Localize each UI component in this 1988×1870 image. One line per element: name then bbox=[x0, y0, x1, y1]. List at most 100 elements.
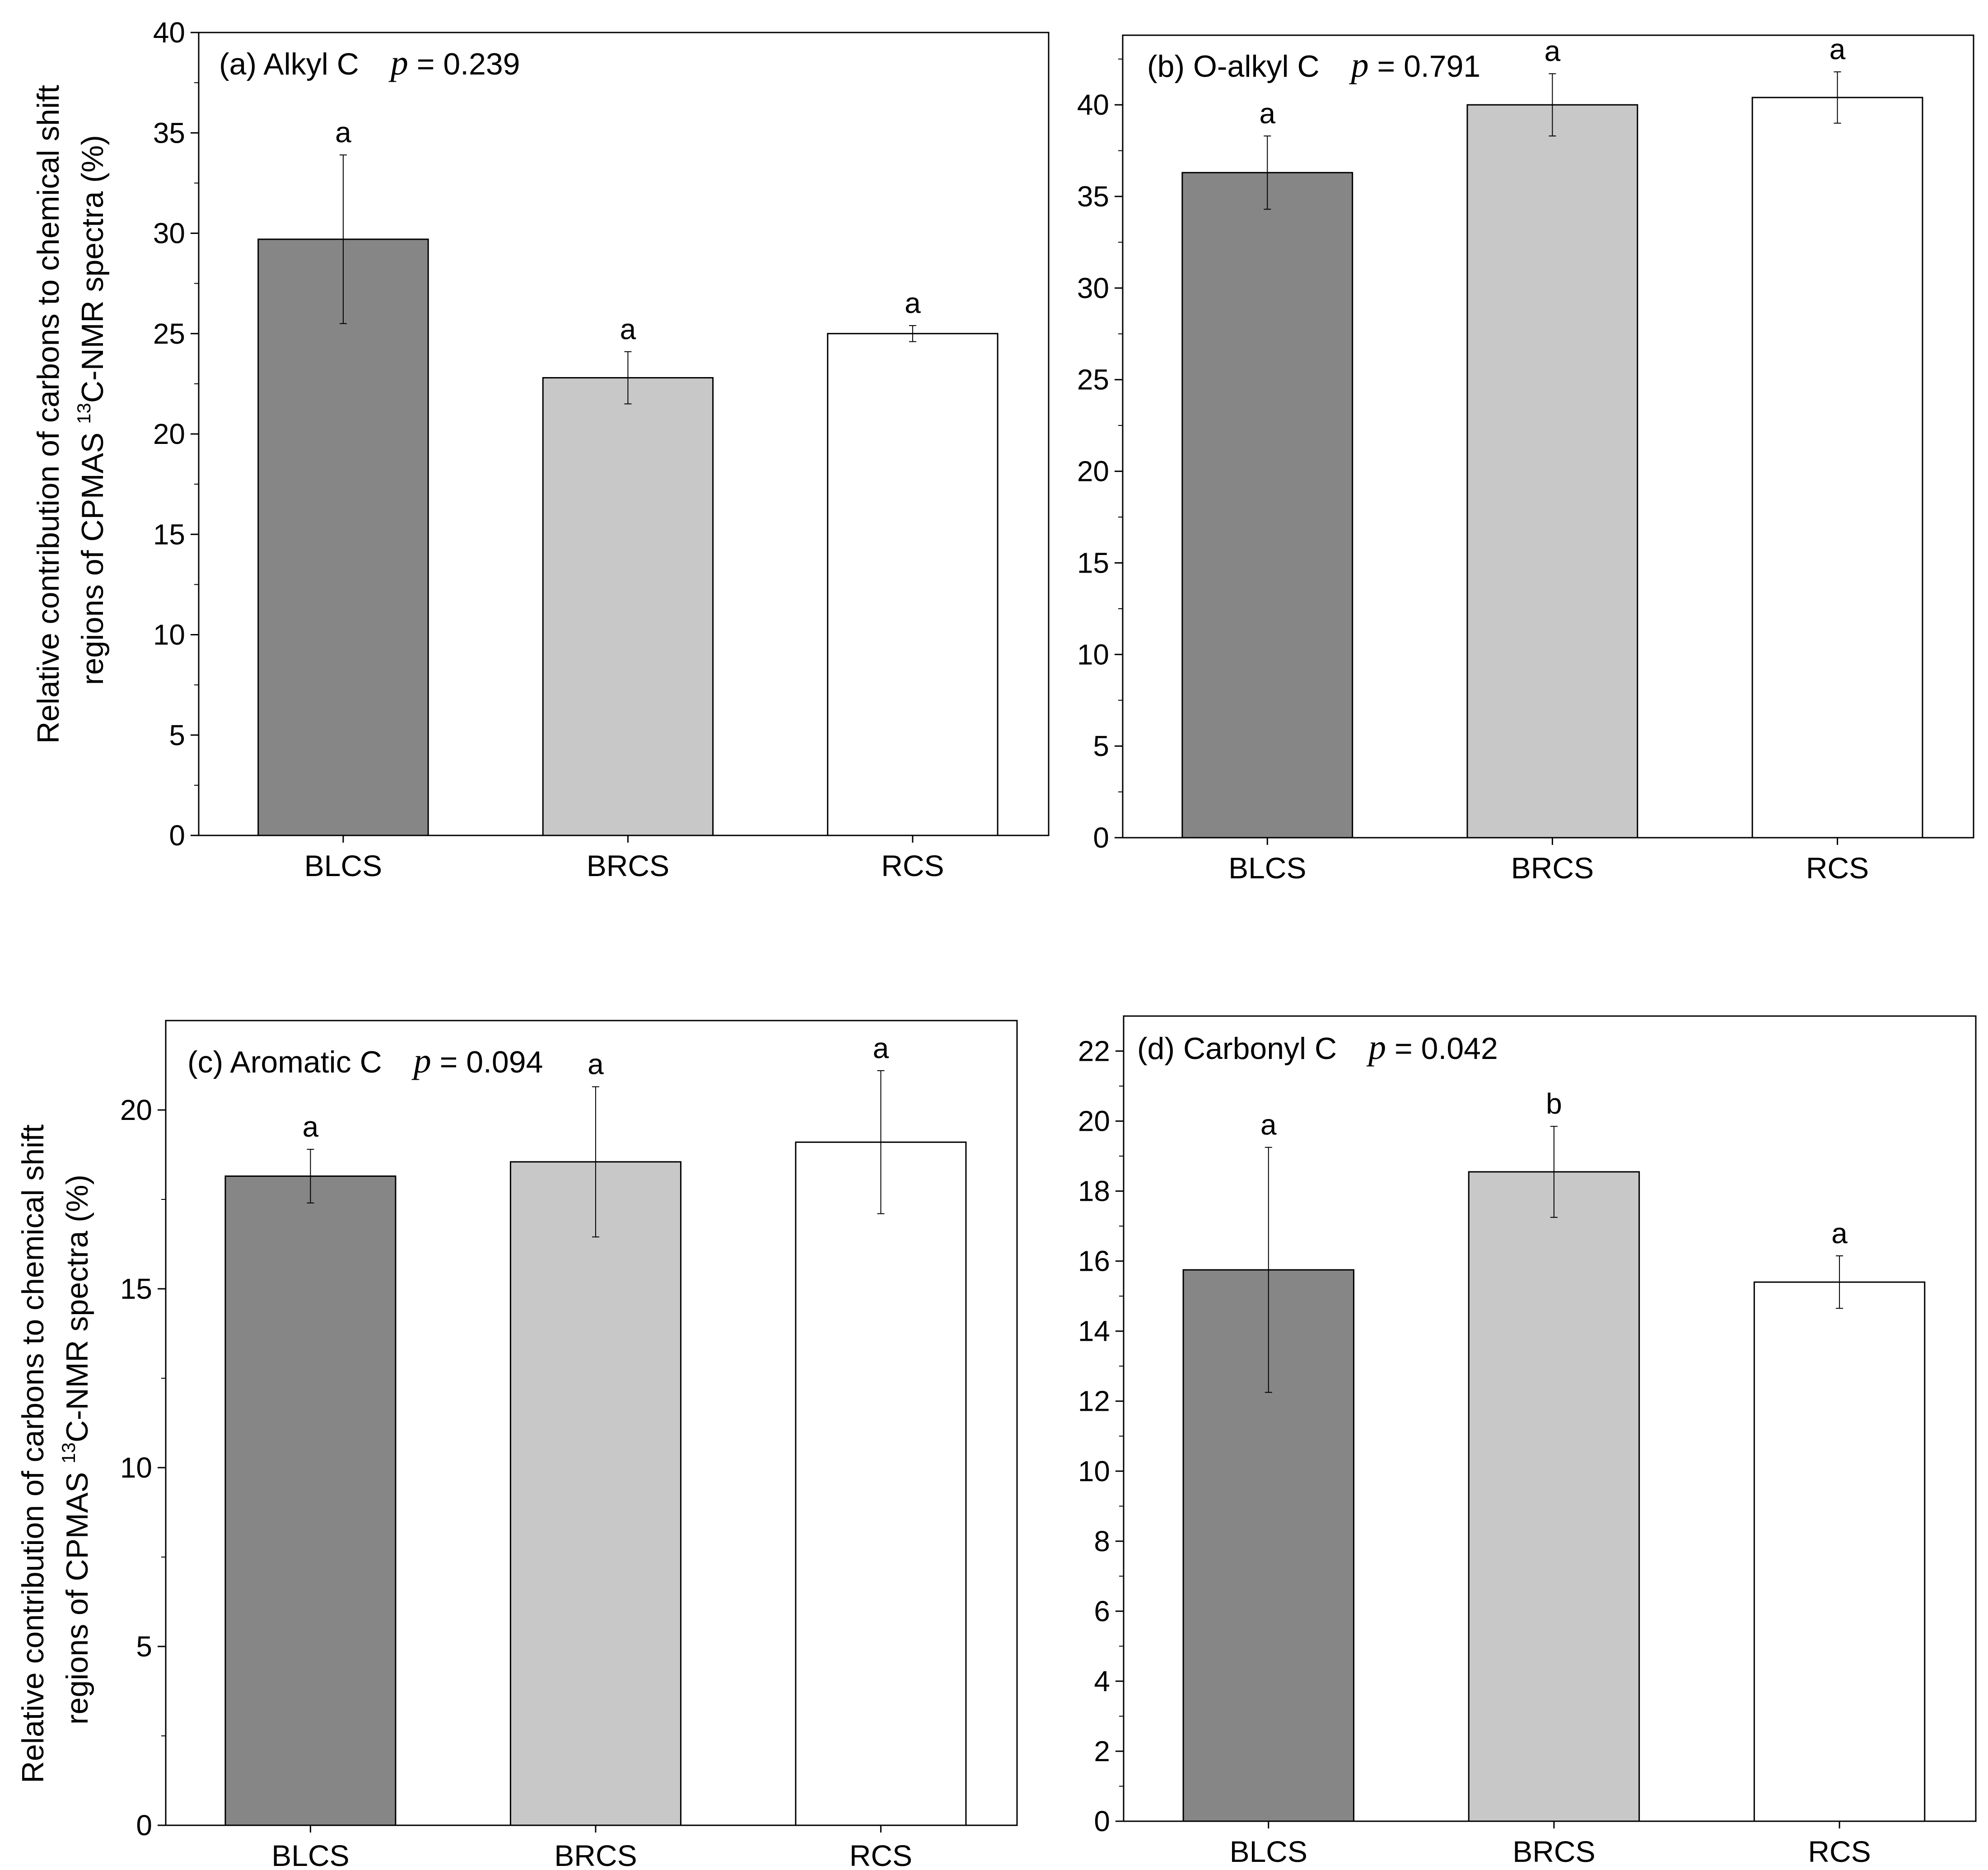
panel-label-d: (d) Carbonyl C bbox=[1137, 1031, 1337, 1066]
significance-letter-a-RCS: a bbox=[905, 287, 921, 319]
p-symbol-c: p bbox=[411, 1041, 431, 1080]
bar-d-RCS bbox=[1753, 1281, 1926, 1822]
y-tick-label-d-16: 16 bbox=[1078, 1245, 1110, 1278]
y-tick-label-d-2: 2 bbox=[1094, 1735, 1110, 1767]
y-tick-label-c-0: 0 bbox=[136, 1809, 152, 1842]
x-tick-label-d-BLCS: BLCS bbox=[1230, 1835, 1307, 1868]
significance-letter-b-BRCS: a bbox=[1545, 35, 1561, 67]
y-tick-label-d-6: 6 bbox=[1094, 1595, 1110, 1628]
ylabel-top-line2-prefix: regions of CPMAS bbox=[75, 424, 110, 685]
bar-b-BRCS bbox=[1466, 104, 1638, 839]
significance-letter-d-RCS: a bbox=[1831, 1217, 1848, 1250]
x-tick-label-c-BLCS: BLCS bbox=[271, 1839, 349, 1870]
significance-letter-a-BRCS: a bbox=[620, 313, 636, 345]
p-symbol-a: p bbox=[388, 43, 408, 82]
panel-label-c: (c) Aromatic C bbox=[187, 1045, 382, 1079]
significance-letter-c-RCS: a bbox=[873, 1032, 889, 1064]
y-tick-label-a-35: 35 bbox=[153, 117, 185, 149]
y-tick-label-b-15: 15 bbox=[1077, 546, 1109, 579]
y-tick-label-a-5: 5 bbox=[169, 719, 185, 751]
y-tick-label-b-5: 5 bbox=[1093, 730, 1109, 762]
y-tick-label-b-40: 40 bbox=[1077, 89, 1109, 121]
y-tick-label-d-12: 12 bbox=[1078, 1385, 1110, 1418]
bar-a-RCS bbox=[827, 333, 999, 836]
p-value-c: = 0.094 bbox=[431, 1045, 543, 1079]
y-tick-label-d-0: 0 bbox=[1094, 1805, 1110, 1837]
y-tick-label-d-4: 4 bbox=[1094, 1665, 1110, 1697]
panel-a: 0 5 10 15 20 25 30 35 40 a BLCS a BRCS a RCS (a) Alkyl … bbox=[153, 16, 1050, 882]
y-tick-label-c-15: 15 bbox=[120, 1273, 152, 1305]
y-tick-label-d-18: 18 bbox=[1078, 1175, 1110, 1208]
bar-a-BRCS bbox=[542, 377, 714, 836]
panel-d: 0 2 4 6 8 10 12 14 16 18 20 22 a BLCS b BRCS a RCS (d) Car… bbox=[1078, 1015, 1977, 1868]
x-tick-label-b-BRCS: BRCS bbox=[1511, 851, 1594, 885]
y-tick-label-a-30: 30 bbox=[153, 217, 185, 250]
ylabel-bottom-line2-prefix: regions of CPMAS bbox=[60, 1464, 94, 1725]
p-value-b: = 0.791 bbox=[1369, 49, 1481, 84]
x-tick-label-d-RCS: RCS bbox=[1808, 1835, 1871, 1868]
y-tick-label-a-25: 25 bbox=[153, 317, 185, 350]
significance-letter-c-BLCS: a bbox=[303, 1110, 319, 1143]
p-value-a: = 0.239 bbox=[408, 47, 520, 81]
y-tick-label-b-10: 10 bbox=[1077, 638, 1109, 671]
y-tick-label-a-0: 0 bbox=[169, 819, 185, 852]
significance-letter-b-BLCS: a bbox=[1259, 97, 1275, 130]
y-tick-label-c-5: 5 bbox=[136, 1630, 152, 1663]
y-tick-label-a-15: 15 bbox=[153, 518, 185, 550]
significance-letter-d-BLCS: a bbox=[1260, 1109, 1277, 1141]
x-tick-label-c-RCS: RCS bbox=[849, 1839, 912, 1870]
y-tick-label-a-10: 10 bbox=[153, 619, 185, 651]
significance-letter-b-RCS: a bbox=[1829, 33, 1846, 65]
panel-label-b: (b) O-alkyl C bbox=[1147, 49, 1320, 84]
y-tick-label-b-25: 25 bbox=[1077, 364, 1109, 396]
bar-a-BLCS bbox=[257, 238, 429, 836]
ylabel-bottom-line1: Relative contribution of carbons to chem… bbox=[16, 1124, 50, 1783]
y-tick-label-a-20: 20 bbox=[153, 418, 185, 450]
y-tick-label-c-20: 20 bbox=[120, 1094, 152, 1126]
y-tick-label-b-20: 20 bbox=[1077, 455, 1109, 488]
y-tick-label-b-0: 0 bbox=[1093, 821, 1109, 854]
p-value-d: = 0.042 bbox=[1386, 1031, 1498, 1066]
x-tick-label-a-BRCS: BRCS bbox=[587, 849, 669, 882]
significance-letter-c-BRCS: a bbox=[588, 1048, 604, 1081]
x-tick-label-c-BRCS: BRCS bbox=[554, 1839, 637, 1870]
panel-title-d: (d) Carbonyl C p = 0.042 bbox=[1137, 1027, 1498, 1067]
y-tick-label-d-22: 22 bbox=[1078, 1035, 1110, 1068]
y-tick-label-a-40: 40 bbox=[153, 16, 185, 49]
bar-b-BLCS bbox=[1181, 172, 1353, 839]
panel-label-a: (a) Alkyl C bbox=[219, 47, 359, 81]
significance-letter-a-BLCS: a bbox=[335, 116, 351, 149]
ylabel-top-line1: Relative contribution of carbons to chem… bbox=[31, 85, 65, 744]
ylabel-bottom-line2-suffix: C-NMR spectra (%) bbox=[60, 1175, 94, 1442]
ylabel-top-superscript: 13 bbox=[73, 403, 94, 424]
ylabel-top: Relative contribution of carbons to chem… bbox=[31, 76, 110, 744]
x-tick-label-b-BLCS: BLCS bbox=[1228, 851, 1306, 885]
y-tick-label-d-10: 10 bbox=[1078, 1455, 1110, 1488]
p-symbol-d: p bbox=[1366, 1027, 1386, 1067]
bar-c-BRCS bbox=[509, 1161, 681, 1826]
ylabel-top-line2-suffix: C-NMR spectra (%) bbox=[75, 135, 110, 403]
y-tick-label-d-20: 20 bbox=[1078, 1105, 1110, 1138]
panel-title-a: (a) Alkyl C p = 0.239 bbox=[219, 43, 520, 82]
panel-title-b: (b) O-alkyl C p = 0.791 bbox=[1147, 45, 1480, 84]
bar-c-RCS bbox=[795, 1141, 967, 1826]
bar-b-RCS bbox=[1751, 97, 1923, 839]
ylabel-bottom: Relative contribution of carbons to chem… bbox=[16, 1116, 94, 1783]
y-tick-label-d-8: 8 bbox=[1094, 1525, 1110, 1558]
bar-c-BLCS bbox=[224, 1175, 397, 1826]
x-tick-label-b-RCS: RCS bbox=[1806, 851, 1869, 885]
y-tick-label-c-10: 10 bbox=[120, 1451, 152, 1484]
y-tick-label-d-14: 14 bbox=[1078, 1315, 1110, 1348]
x-tick-label-d-BRCS: BRCS bbox=[1512, 1835, 1595, 1868]
x-tick-label-a-RCS: RCS bbox=[881, 849, 944, 882]
bar-d-BRCS bbox=[1468, 1171, 1640, 1822]
panel-c: 0 5 10 15 20 a BLCS a BRCS a RCS (c) Aromatic C p = … bbox=[120, 1020, 1018, 1870]
y-tick-label-b-35: 35 bbox=[1077, 180, 1109, 213]
ylabel-bottom-superscript: 13 bbox=[58, 1442, 79, 1464]
p-symbol-b: p bbox=[1349, 45, 1369, 84]
x-tick-label-a-BLCS: BLCS bbox=[304, 849, 382, 882]
panel-b: 0 5 10 15 20 25 30 35 40 a BLCS a BRCS a RCS (b) O-alky… bbox=[1077, 33, 1974, 885]
y-tick-label-b-30: 30 bbox=[1077, 272, 1109, 304]
significance-letter-d-BRCS: b bbox=[1546, 1087, 1562, 1120]
